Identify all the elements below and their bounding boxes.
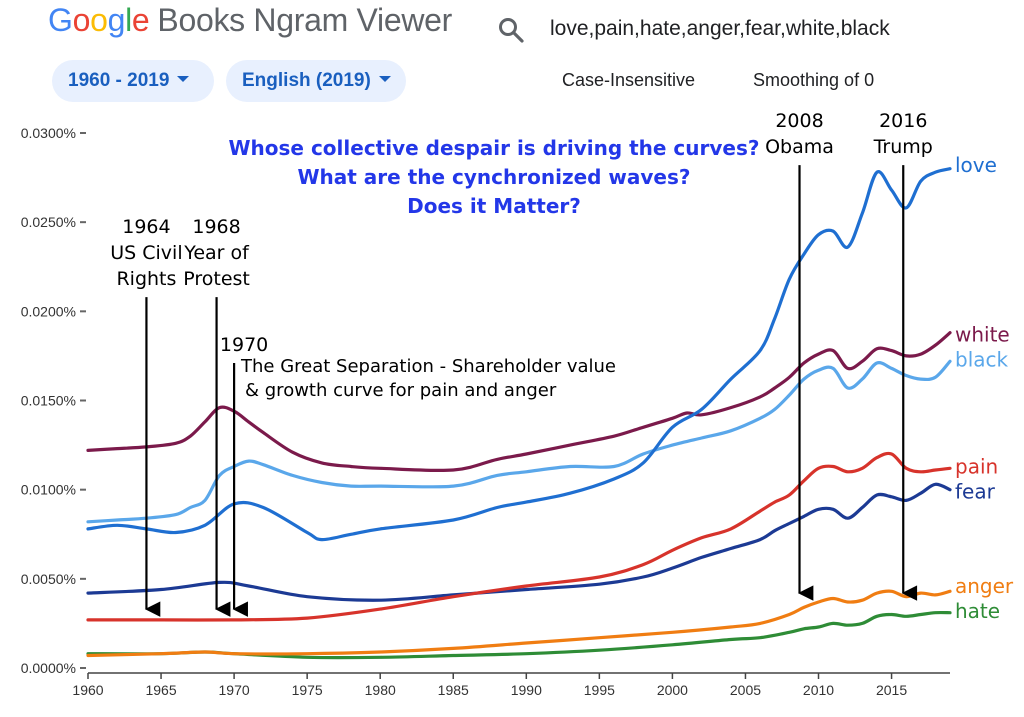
- year-range-dropdown[interactable]: 1960 - 2019: [52, 60, 214, 102]
- series-label-pain: pain: [955, 454, 998, 478]
- series-label-black: black: [955, 347, 1009, 371]
- google-books-ngram-logo: Google Books Ngram Viewer: [48, 2, 452, 39]
- case-insensitive-toggle[interactable]: Case-Insensitive: [562, 70, 696, 90]
- x-tick-label: 2010: [803, 682, 834, 698]
- event-label: 1964: [122, 216, 170, 238]
- series-line-pain: [86, 451, 952, 622]
- event-label: 2016: [879, 110, 927, 132]
- x-tick-label: 1990: [511, 682, 542, 698]
- y-tick-label: 0.0250%: [21, 214, 76, 230]
- logo-letter: g: [107, 2, 126, 38]
- series-line-black: [86, 359, 952, 524]
- event-label: 1968: [192, 216, 240, 238]
- x-tick-label: 1965: [145, 682, 176, 698]
- series-label-anger: anger: [955, 574, 1014, 598]
- chart-title-line: What are the cynchronized waves?: [297, 165, 690, 189]
- series-line-anger: [86, 589, 952, 658]
- annotation-text: The Great Separation - Shareholder value: [240, 356, 616, 377]
- series-label-hate: hate: [955, 599, 1000, 623]
- corpus-label: English (2019): [242, 70, 371, 91]
- x-tick-label: 1980: [365, 682, 396, 698]
- chevron-down-icon: [177, 75, 190, 82]
- x-tick-label: 1975: [292, 682, 323, 698]
- y-tick-label: 0.0100%: [21, 482, 76, 498]
- event-label: Year of: [183, 242, 250, 264]
- logo-letter: l: [125, 2, 132, 38]
- event-label: Rights: [116, 268, 176, 290]
- logo-letter: e: [131, 2, 150, 38]
- x-tick-label: 1995: [584, 682, 615, 698]
- x-tick-label: 1970: [219, 682, 250, 698]
- x-tick-label: 2000: [657, 682, 688, 698]
- chart-title-line: Does it Matter?: [407, 194, 581, 218]
- smoothing-selector[interactable]: Smoothing of 0: [753, 70, 875, 90]
- y-tick-label: 0.0150%: [21, 393, 76, 409]
- x-tick-label: 2005: [730, 682, 761, 698]
- x-tick-label: 1960: [72, 682, 103, 698]
- corpus-dropdown[interactable]: English (2019): [226, 60, 406, 102]
- series-line-love: [86, 167, 952, 542]
- series-label-fear: fear: [955, 479, 996, 503]
- event-label: Trump: [873, 136, 933, 158]
- logo-letter: o: [90, 2, 108, 38]
- y-tick-label: 0.0000%: [21, 660, 76, 676]
- google-wordmark: Google: [48, 2, 150, 38]
- series-line-white: [86, 331, 952, 473]
- series-line-fear: [86, 482, 952, 602]
- search-query-input[interactable]: love,pain,hate,anger,fear,white,black: [550, 17, 890, 40]
- x-tick-label: 1985: [438, 682, 469, 698]
- chart-title-line: Whose collective despair is driving the …: [228, 136, 759, 160]
- event-label: US Civil: [110, 242, 182, 264]
- logo-letter: G: [48, 2, 73, 38]
- series-label-white: white: [955, 323, 1010, 347]
- event-label: 1970: [220, 334, 268, 356]
- event-label: Obama: [765, 136, 834, 158]
- y-tick-label: 0.0200%: [21, 303, 76, 319]
- logo-letter: o: [72, 2, 91, 38]
- y-tick-label: 0.0050%: [21, 571, 76, 587]
- series-label-love: love: [955, 153, 997, 177]
- x-tick-label: 2015: [876, 682, 907, 698]
- search-icon[interactable]: [497, 16, 525, 44]
- chevron-down-icon: [378, 75, 391, 82]
- logo-product-name: Books Ngram Viewer: [157, 2, 452, 38]
- series-line-hate: [86, 610, 952, 660]
- event-label: 2008: [775, 110, 823, 132]
- year-range-label: 1960 - 2019: [68, 70, 170, 91]
- event-label: Protest: [183, 268, 250, 290]
- y-tick-label: 0.0300%: [21, 125, 76, 141]
- annotation-text: & growth curve for pain and anger: [245, 380, 557, 401]
